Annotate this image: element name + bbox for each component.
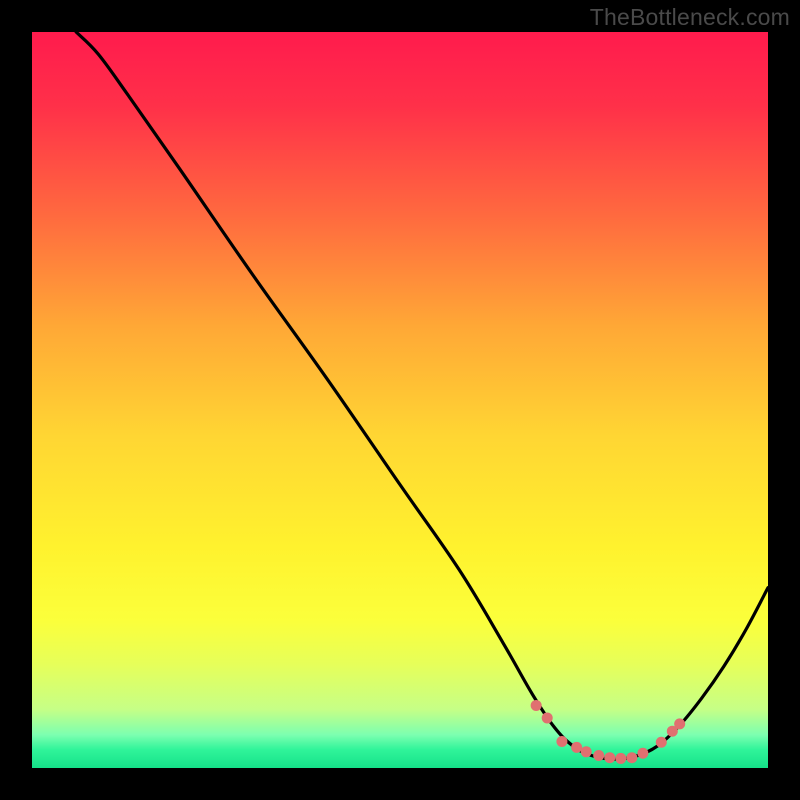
chart-frame: TheBottleneck.com [0,0,800,800]
watermark-text: TheBottleneck.com [590,4,790,31]
gradient-plot-area [32,32,768,768]
gradient-fill [32,32,768,768]
